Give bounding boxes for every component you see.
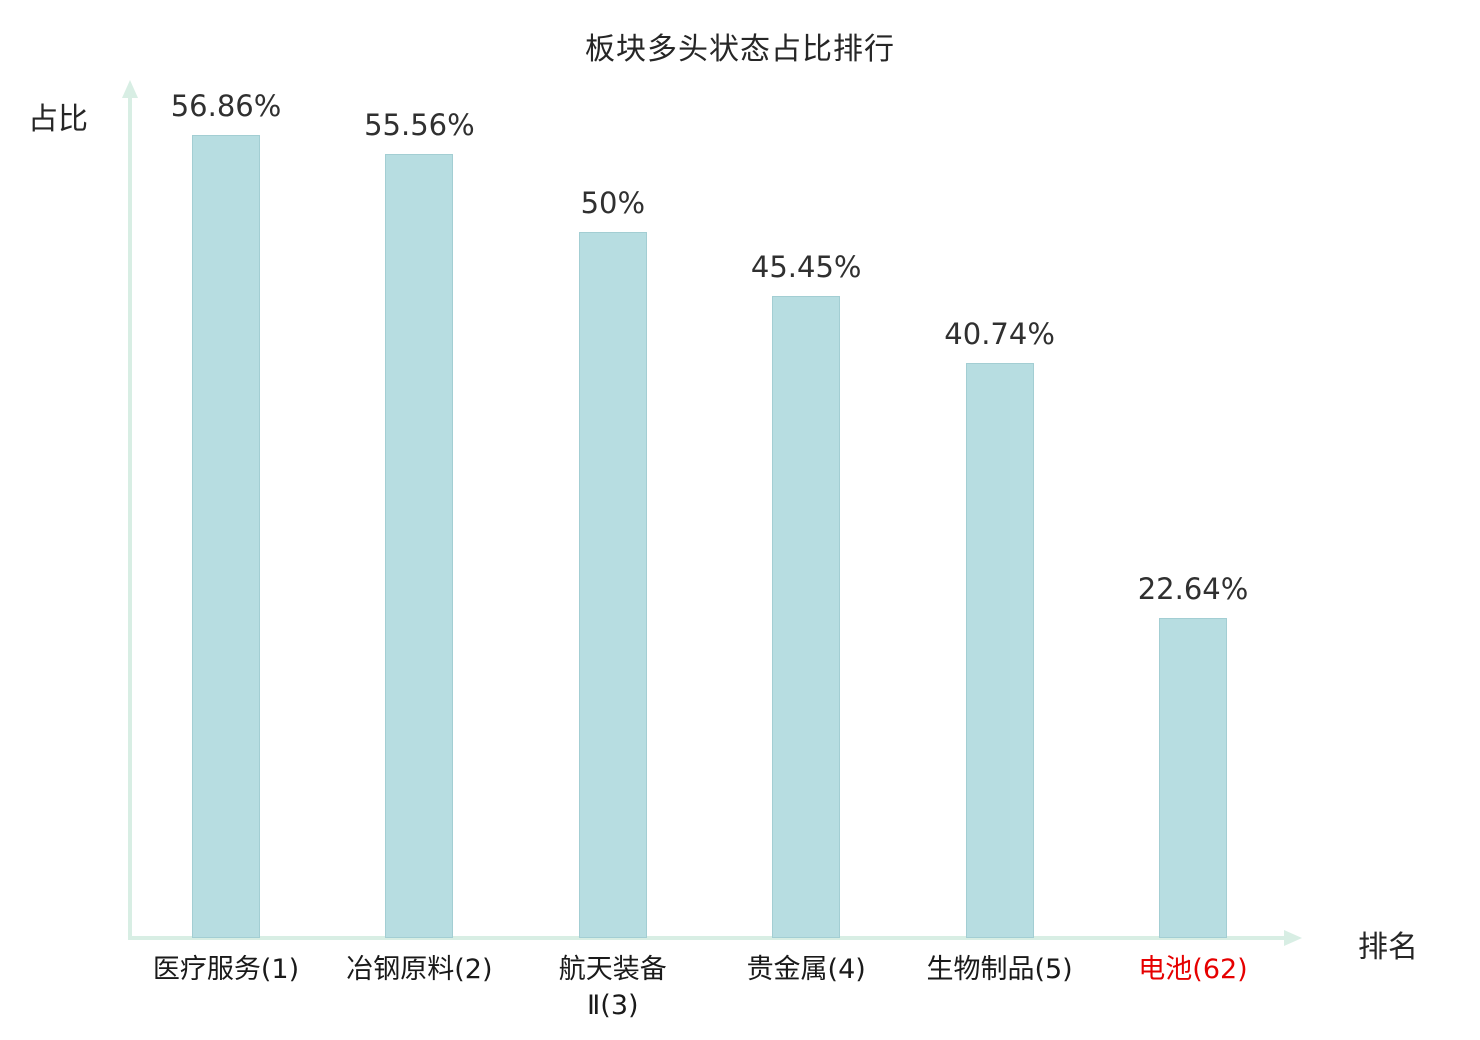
category-label: 医疗服务(1) bbox=[152, 954, 300, 985]
bar bbox=[385, 153, 454, 938]
bar-value-label: 45.45% bbox=[750, 250, 862, 285]
bar-value-label: 56.86% bbox=[170, 89, 282, 124]
category-label: 贵金属(4) bbox=[746, 954, 866, 985]
category-label: 生物制品(5) bbox=[926, 954, 1073, 985]
chart-title: 板块多头状态占比排行 bbox=[585, 32, 895, 67]
bar-value-label: 40.74% bbox=[944, 316, 1055, 351]
bar-value-label: 50% bbox=[580, 186, 646, 221]
bar bbox=[772, 296, 841, 938]
bar-value-label: 55.56% bbox=[364, 107, 475, 142]
y-axis-label: 占比 bbox=[28, 102, 88, 137]
bar bbox=[578, 232, 647, 938]
x-axis-arrow-icon bbox=[1284, 930, 1302, 946]
bar-value-label: 22.64% bbox=[1137, 572, 1249, 607]
bar bbox=[965, 362, 1034, 938]
x-axis-label: 排名 bbox=[1358, 930, 1418, 965]
bar bbox=[192, 135, 260, 938]
category-label: 电池(62) bbox=[1138, 954, 1248, 985]
category-label: 冶钢原料(2) bbox=[346, 954, 493, 985]
bar bbox=[1159, 618, 1227, 938]
category-label: 航天装备 Ⅱ(3) bbox=[558, 954, 667, 1022]
